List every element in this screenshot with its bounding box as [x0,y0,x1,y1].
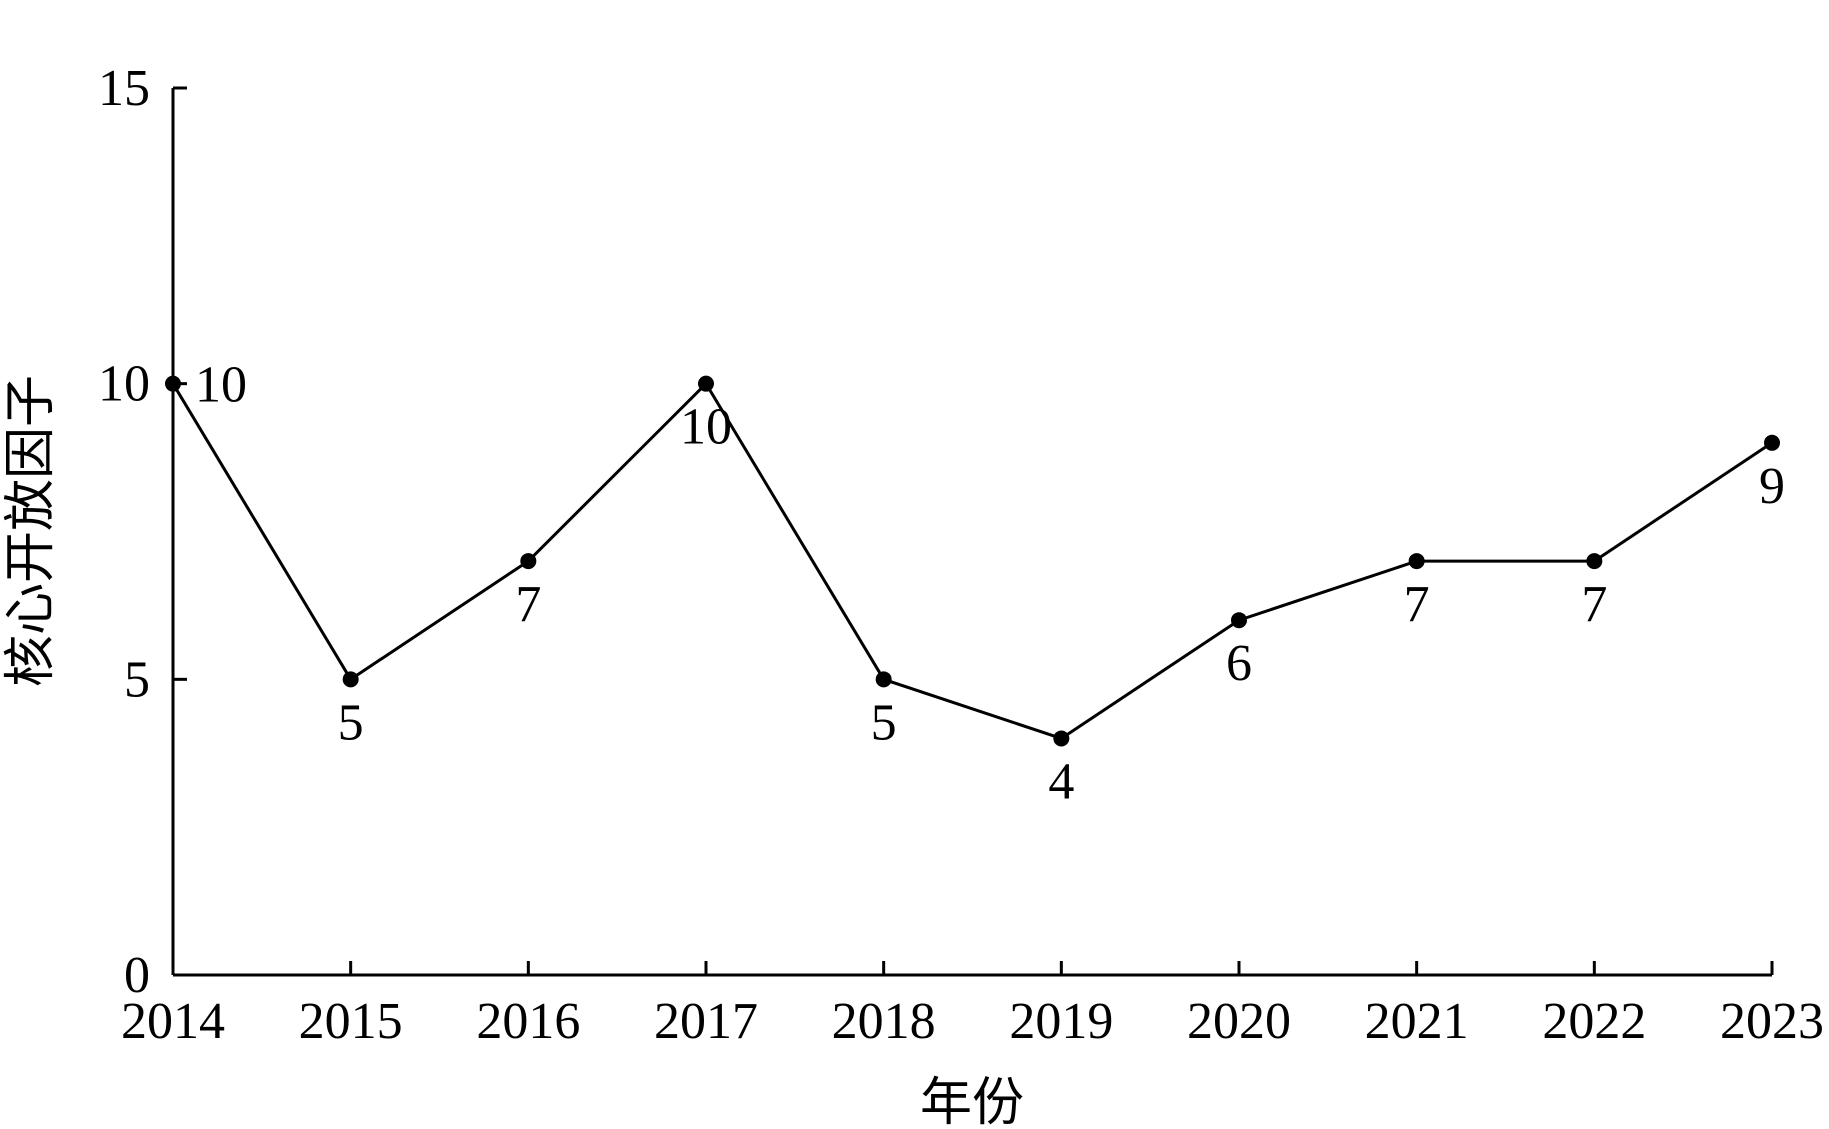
data-labels: 10 5 7 10 5 4 6 7 7 9 [195,357,1785,811]
data-point [1586,553,1603,570]
x-tick-label: 2016 [476,993,580,1050]
x-ticks: 2014 2015 2016 2017 2018 2019 2020 2021 2022 2023 [121,961,1824,1050]
data-point [1231,612,1247,629]
x-tick-label: 2015 [299,993,403,1050]
x-axis-title: 年份 [920,1073,1024,1129]
x-tick-label: 2018 [832,993,936,1050]
series-line [171,381,1773,741]
x-tick-label: 2017 [654,993,758,1050]
x-tick-label: 2021 [1365,993,1469,1050]
y-tick-label: 0 [124,947,150,1004]
data-point [698,375,714,392]
x-tick-label: 2020 [1187,993,1291,1050]
data-label: 10 [195,357,247,414]
y-ticks: 0 5 10 15 [98,60,187,1004]
data-label: 10 [680,399,732,456]
data-label: 5 [871,694,897,751]
data-label: 5 [338,694,364,751]
data-label: 6 [1226,635,1252,692]
y-tick-label: 15 [98,60,150,117]
data-point [342,671,359,688]
x-tick-label: 2019 [1009,993,1113,1050]
data-label: 7 [1581,576,1607,633]
x-tick-label: 2023 [1720,993,1824,1050]
data-point [1764,434,1780,451]
series-1 [165,375,1780,747]
y-tick-label: 10 [98,356,150,413]
data-label: 4 [1048,753,1074,810]
x-tick-label: 2022 [1542,993,1646,1050]
data-label: 7 [515,576,541,633]
data-point [875,671,892,688]
data-point [165,375,181,392]
y-axis-title: 核心开放因子 [1,375,61,687]
data-point [1408,553,1425,570]
data-point [520,553,537,570]
data-label: 7 [1404,576,1430,633]
data-point [1053,730,1070,747]
x-tick-label: 2014 [121,993,225,1050]
y-tick-label: 5 [124,651,150,708]
data-label: 9 [1759,458,1785,515]
